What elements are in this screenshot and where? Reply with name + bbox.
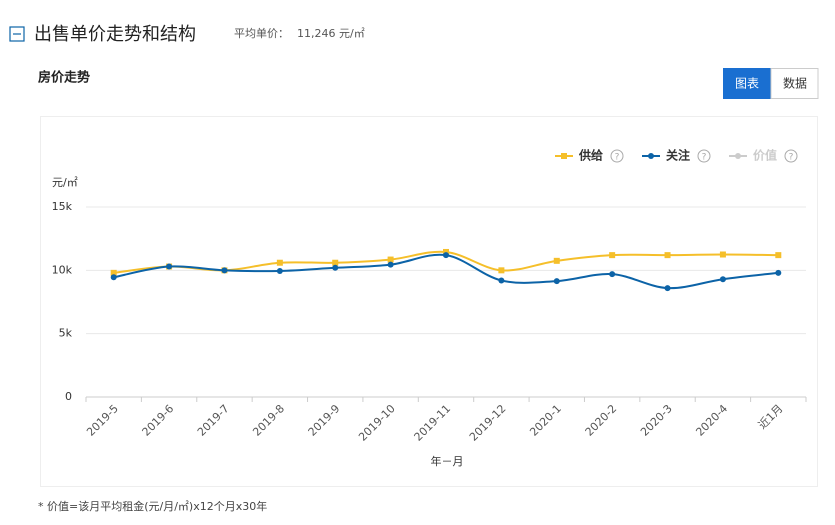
point xyxy=(498,267,505,274)
legend-marker xyxy=(648,153,654,159)
point xyxy=(387,256,394,263)
x-tick-label: 2019-5 xyxy=(84,402,121,439)
footnote: * 价值=该月平均租金(元/月/㎡)x12个月x30年 xyxy=(38,499,267,513)
point xyxy=(276,259,283,266)
legend-marker xyxy=(561,153,567,159)
help-icon-mark: ? xyxy=(615,153,620,163)
series-line xyxy=(113,253,779,290)
tab-chart[interactable] xyxy=(723,68,771,99)
tab-data-label: 数据 xyxy=(783,76,807,91)
point xyxy=(498,277,505,284)
point xyxy=(719,276,726,283)
help-icon-mark: ? xyxy=(789,153,794,163)
point xyxy=(609,252,616,259)
collapse-icon[interactable] xyxy=(9,26,25,42)
point xyxy=(553,257,560,264)
chart-panel xyxy=(40,116,818,487)
help-icon xyxy=(697,149,711,163)
x-tick-label: 2019-11 xyxy=(412,402,454,444)
point xyxy=(719,251,726,258)
x-tick-label: 2019-8 xyxy=(250,402,287,439)
x-tick-label: 2020-4 xyxy=(693,402,730,439)
help-icon xyxy=(784,149,798,163)
point xyxy=(775,252,782,259)
y-tick-label: 0 xyxy=(65,390,72,403)
legend-marker xyxy=(735,153,741,159)
avg-label: 平均单价： xyxy=(234,27,289,40)
x-tick-label: 2019-6 xyxy=(140,402,177,439)
x-tick-label: 2020-3 xyxy=(638,402,675,439)
tab-chart-label: 图表 xyxy=(735,77,759,91)
point xyxy=(332,259,339,266)
point xyxy=(775,269,782,276)
x-tick-label: 2019-9 xyxy=(306,402,343,439)
help-icon xyxy=(610,149,624,163)
point xyxy=(387,261,394,268)
point xyxy=(110,269,117,276)
point xyxy=(664,252,671,259)
point xyxy=(221,267,228,274)
point xyxy=(110,274,117,281)
x-tick-label: 2019-12 xyxy=(467,402,509,444)
y-tick-label: 15k xyxy=(52,200,73,213)
help-icon-mark: ? xyxy=(702,153,707,163)
y-tick-label: 10k xyxy=(52,263,73,276)
x-tick-label: 2019-7 xyxy=(195,402,232,439)
point xyxy=(332,264,339,271)
section-title: 房价走势 xyxy=(38,70,90,86)
point xyxy=(664,285,671,292)
point xyxy=(443,252,449,259)
point xyxy=(166,263,173,270)
x-axis-label: 年－月 xyxy=(431,454,464,468)
x-tick-label: 近1月 xyxy=(756,402,786,432)
point xyxy=(276,267,283,274)
avg-value: 11,246 元/㎡ xyxy=(297,27,365,40)
header-title: 出售单价走势和结构 xyxy=(34,24,196,45)
x-tick-label: 2020-1 xyxy=(527,402,564,439)
legend-label[interactable]: 关注 xyxy=(666,148,690,163)
tab-data[interactable] xyxy=(770,68,819,99)
point xyxy=(609,271,616,278)
point xyxy=(553,278,560,285)
y-unit: 元/㎡ xyxy=(52,176,78,189)
x-tick-label: 2019-10 xyxy=(356,402,398,444)
point xyxy=(443,248,449,255)
legend-label[interactable]: 价值 xyxy=(753,148,777,163)
y-tick-label: 5k xyxy=(59,327,73,340)
x-tick-label: 2020-2 xyxy=(583,402,620,439)
legend-label[interactable]: 供给 xyxy=(578,148,603,163)
